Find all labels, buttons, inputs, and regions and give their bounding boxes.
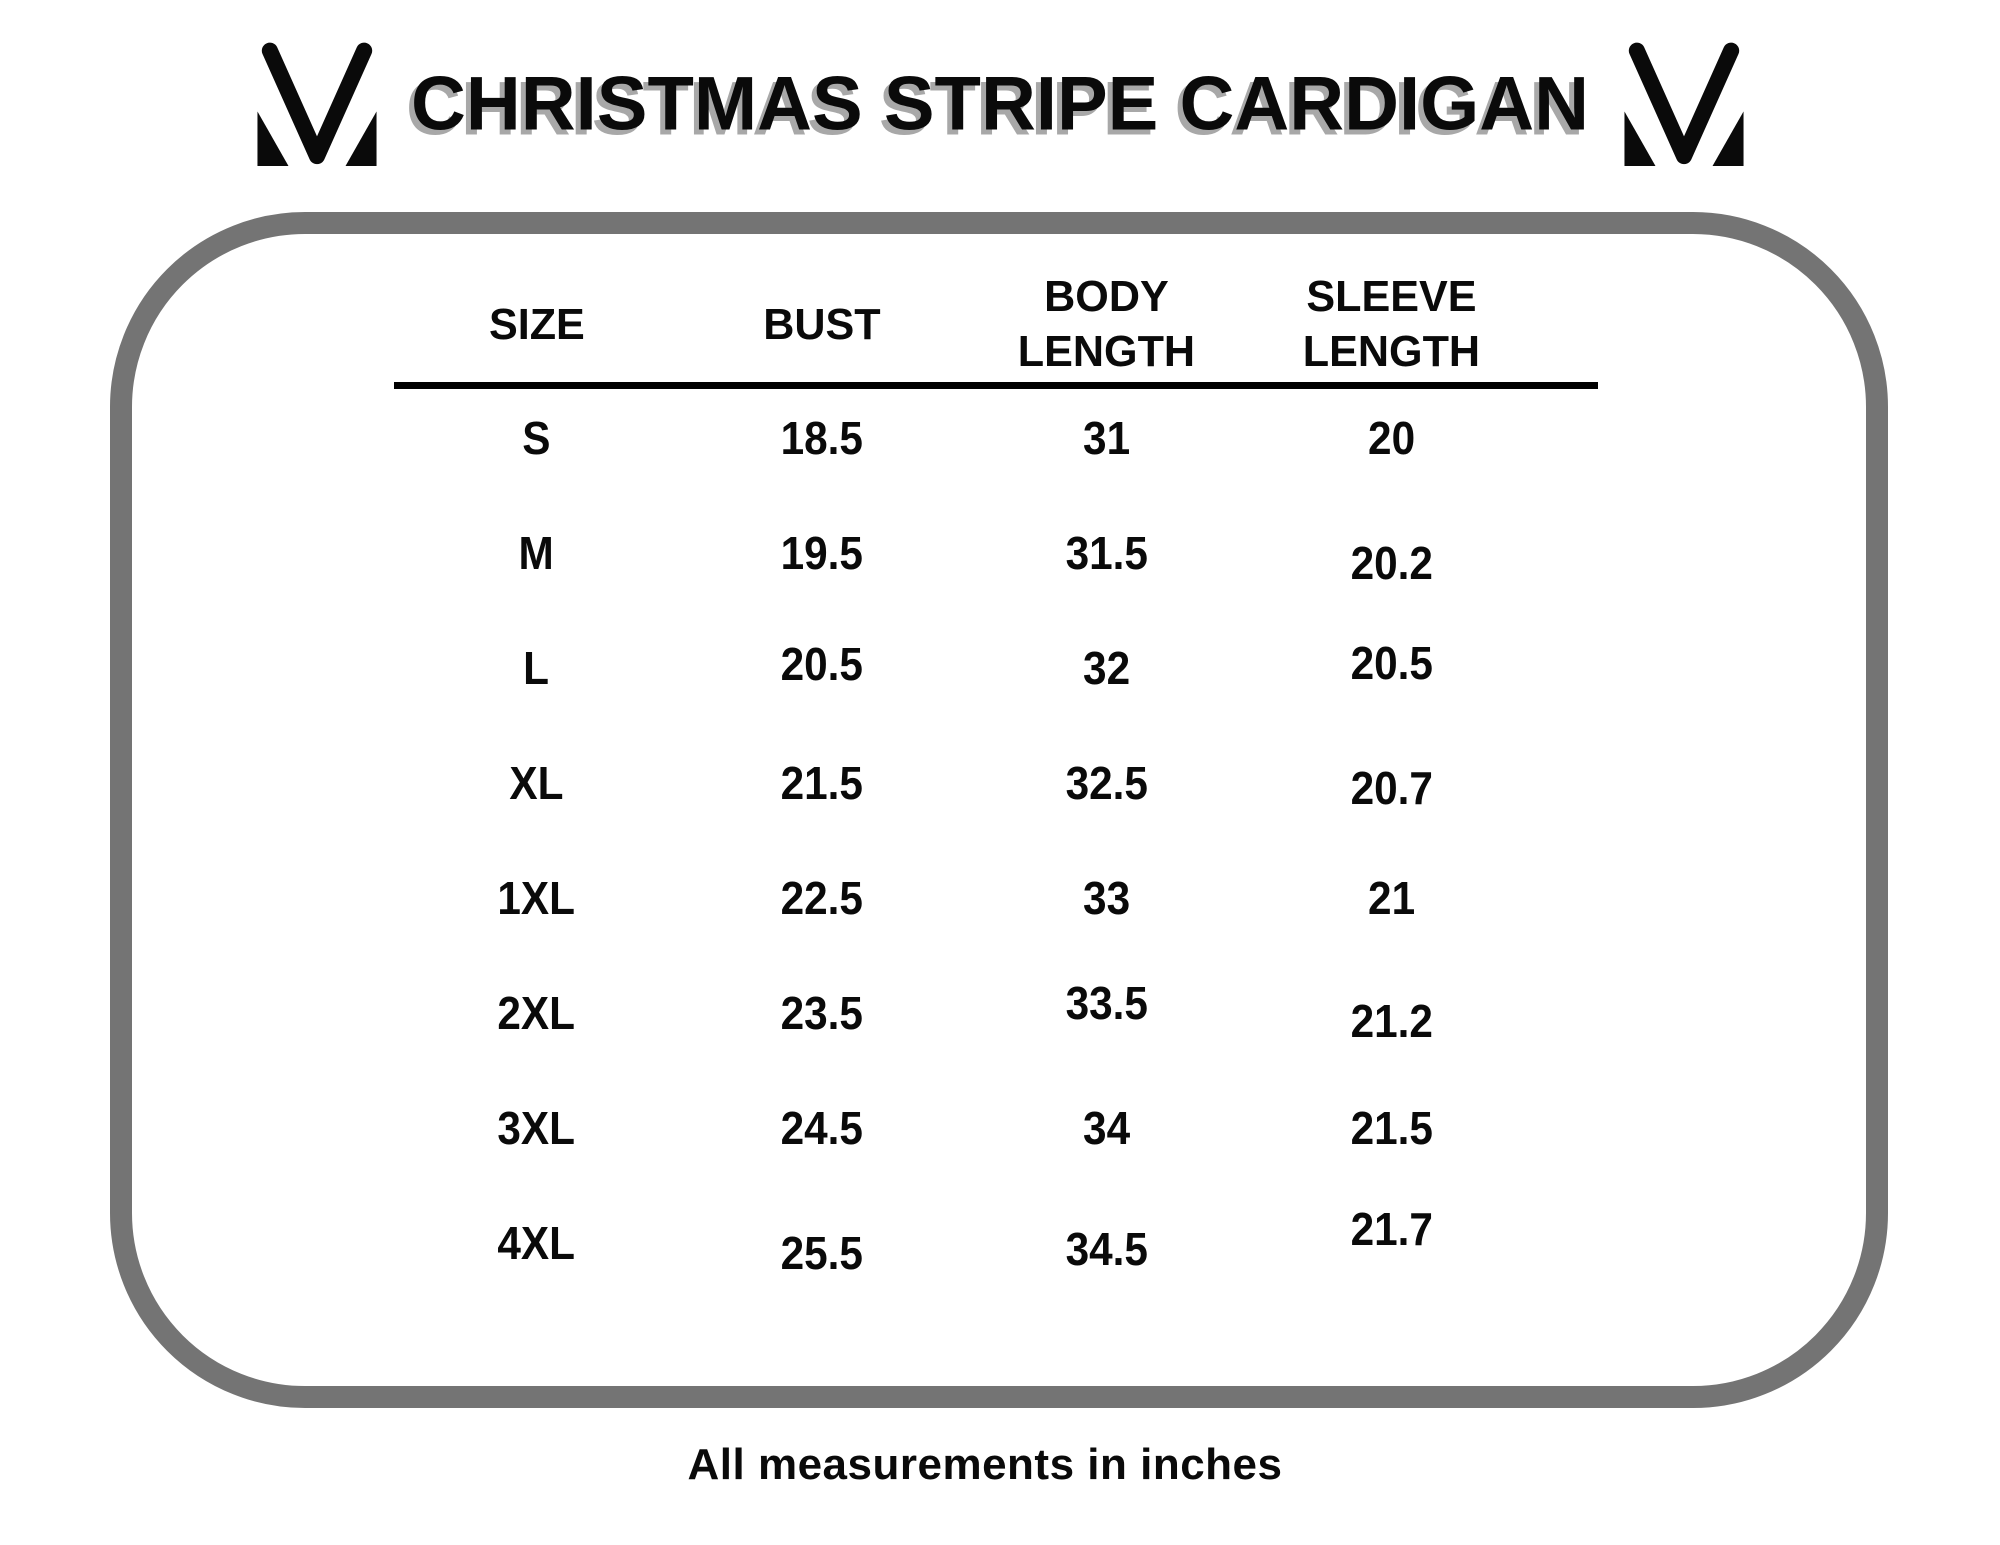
table-cell-size: 3XL — [497, 1101, 576, 1154]
table-cell-size: 2XL — [497, 986, 576, 1039]
measurements-note: All measurements in inches — [687, 1440, 1283, 1489]
table-row: 1XL 22.5 33 21 — [394, 840, 1534, 955]
size-chart-table: S 18.5 31 20 M 19.5 31.5 20.2 L 20.5 32 … — [394, 380, 1534, 1300]
table-row: 3XL 24.5 34 21.5 — [394, 1070, 1534, 1185]
column-header-size: SIZE — [488, 299, 585, 349]
table-cell-body-length: 32 — [1082, 641, 1131, 694]
header: CHRISTMAS STRIPE CARDIGAN — [0, 38, 2000, 170]
table-cell-sleeve-length: 20.7 — [1350, 761, 1433, 814]
table-row: XL 21.5 32.5 20.7 — [394, 725, 1534, 840]
table-cell-sleeve-length: 21.7 — [1350, 1202, 1433, 1255]
table-cell-body-length: 31.5 — [1065, 526, 1148, 579]
table-cell-body-length: 34 — [1082, 1101, 1131, 1154]
table-row: S 18.5 31 20 — [394, 380, 1534, 495]
table-cell-bust: 22.5 — [780, 871, 863, 924]
table-cell-sleeve-length: 20.5 — [1350, 636, 1433, 689]
table-cell-body-length: 33.5 — [1065, 976, 1148, 1029]
table-row: L 20.5 32 20.5 — [394, 610, 1534, 725]
table-row: 4XL 25.5 34.5 21.7 — [394, 1185, 1534, 1300]
mv-monogram-icon — [1621, 42, 1747, 166]
table-cell-size: M — [518, 526, 555, 579]
table-cell-size: S — [522, 411, 551, 464]
table-cell-body-length: 34.5 — [1065, 1222, 1148, 1275]
table-cell-sleeve-length: 21.5 — [1350, 1101, 1433, 1154]
table-cell-sleeve-length: 20.2 — [1350, 536, 1433, 589]
table-cell-bust: 19.5 — [780, 526, 863, 579]
title-box: CHRISTMAS STRIPE CARDIGAN — [408, 38, 1593, 170]
table-cell-sleeve-length: 21.2 — [1350, 994, 1433, 1047]
column-header-sleeve-length: SLEEVE LENGTH — [1302, 272, 1481, 376]
size-chart-frame — [110, 212, 1888, 1408]
table-cell-bust: 25.5 — [780, 1226, 863, 1279]
table-cell-bust: 21.5 — [780, 756, 863, 809]
table-cell-body-length: 31 — [1082, 411, 1131, 464]
table-cell-size: L — [523, 641, 550, 694]
table-cell-body-length: 32.5 — [1065, 756, 1148, 809]
page-title: CHRISTMAS STRIPE CARDIGAN — [410, 61, 1590, 147]
table-cell-bust: 20.5 — [780, 637, 863, 690]
table-cell-bust: 18.5 — [780, 411, 863, 464]
header-underline — [394, 382, 1598, 389]
table-row: M 19.5 31.5 20.2 — [394, 495, 1534, 610]
table-cell-bust: 23.5 — [780, 986, 863, 1039]
mv-monogram-icon — [254, 42, 380, 166]
table-cell-size: 4XL — [497, 1216, 576, 1269]
table-cell-sleeve-length: 21 — [1367, 871, 1416, 924]
table-cell-bust: 24.5 — [780, 1101, 863, 1154]
table-cell-sleeve-length: 20 — [1367, 411, 1416, 464]
table-cell-body-length: 33 — [1082, 871, 1131, 924]
table-row: 2XL 23.5 33.5 21.2 — [394, 955, 1534, 1070]
table-cell-size: XL — [509, 756, 564, 809]
column-header-body-length: BODY LENGTH — [1017, 272, 1196, 376]
column-header-bust: BUST — [762, 299, 881, 349]
size-chart-header-row: SIZE BUST BODY LENGTH SLEEVE LENGTH — [394, 264, 1534, 384]
table-cell-size: 1XL — [497, 871, 576, 924]
